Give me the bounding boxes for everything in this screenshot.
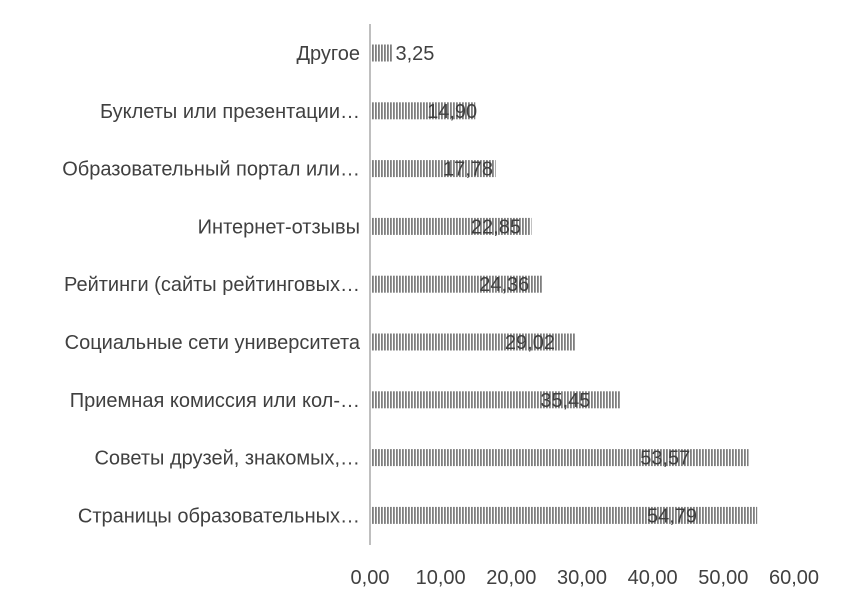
x-tick-label-2: 20,00 <box>486 567 536 589</box>
data-label-3: 22,85 <box>471 216 521 238</box>
data-label-7: 53,57 <box>640 448 690 470</box>
bar-6 <box>370 391 621 409</box>
category-label-3: Интернет-отзывы <box>198 216 360 238</box>
bar-7 <box>370 449 749 467</box>
data-labels: 3,25 14,90 17,78 22,85 24,36 29,02 35,45 53,57 5… <box>395 43 697 527</box>
data-label-1: 14,90 <box>427 101 477 123</box>
category-label-0: Другое <box>296 43 360 65</box>
bar-4 <box>370 275 543 293</box>
bar-5 <box>370 333 576 351</box>
category-label-5: Социальные сети университета <box>65 332 361 354</box>
data-label-2: 17,78 <box>443 159 493 181</box>
x-tick-label-6: 60,00 <box>769 567 819 589</box>
bar-3 <box>370 217 532 235</box>
category-label-7: Советы друзей, знакомых,… <box>94 448 360 470</box>
data-label-5: 29,02 <box>505 332 555 354</box>
category-label-4: Рейтинги (сайты рейтинговых… <box>64 274 360 296</box>
category-label-8: Страницы образовательных… <box>78 505 360 527</box>
x-tick-label-5: 50,00 <box>698 567 748 589</box>
x-tick-label-1: 10,00 <box>416 567 466 589</box>
bar-2 <box>370 160 496 178</box>
bars-group <box>370 44 758 524</box>
category-label-6: Приемная комиссия или кол-… <box>70 390 360 412</box>
x-tick-label-3: 30,00 <box>557 567 607 589</box>
x-axis-tick-labels: 0,00 10,00 20,00 30,00 40,00 50,00 60,00 <box>351 567 820 589</box>
bar-1 <box>370 102 476 120</box>
x-tick-label-0: 0,00 <box>351 567 390 589</box>
data-label-4: 24,36 <box>479 274 529 296</box>
category-labels: Другое Буклеты или презентации… Образовате… <box>62 43 361 527</box>
category-label-2: Образовательный портал или… <box>62 159 360 181</box>
x-tick-label-4: 40,00 <box>628 567 678 589</box>
bar-8 <box>370 506 758 524</box>
data-label-0: 3,25 <box>395 43 434 65</box>
bar-0 <box>370 44 393 62</box>
data-label-8: 54,79 <box>647 505 697 527</box>
category-label-1: Буклеты или презентации… <box>100 101 360 123</box>
data-label-6: 35,45 <box>540 390 590 412</box>
